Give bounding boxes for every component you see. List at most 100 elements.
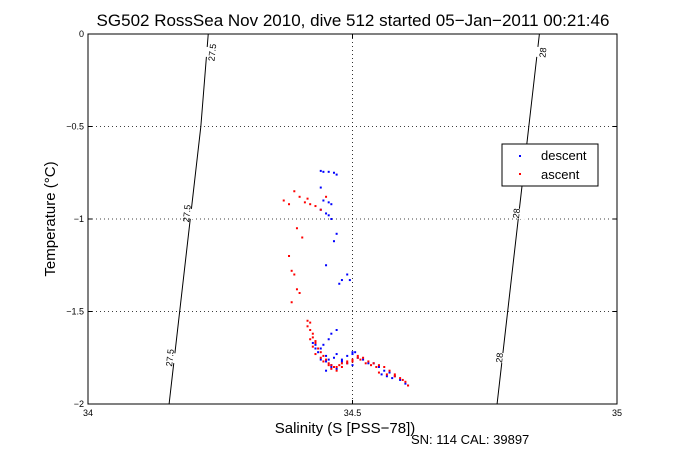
x-tick-label: 35: [612, 408, 622, 418]
point-descent: [314, 343, 317, 346]
point-descent: [383, 369, 386, 372]
point-descent: [314, 347, 317, 350]
point-descent: [325, 212, 328, 215]
point-ascent: [290, 301, 293, 304]
contour-label: 27.5: [206, 43, 218, 61]
contour-label-gap: [202, 46, 222, 59]
point-descent: [325, 354, 328, 357]
legend-box: [501, 143, 599, 187]
point-descent: [346, 273, 349, 276]
y-tick-label: −2: [74, 399, 84, 409]
point-ascent: [332, 366, 335, 368]
contour-label-gap: [490, 351, 510, 364]
point-ascent: [298, 292, 301, 294]
point-descent: [380, 373, 383, 376]
contour-label-gap: [533, 46, 553, 59]
point-descent: [338, 282, 341, 285]
point-ascent: [298, 195, 301, 198]
point-ascent: [309, 321, 312, 324]
point-descent: [404, 382, 407, 385]
point-descent: [391, 377, 394, 380]
point-descent: [327, 358, 330, 361]
point-ascent: [288, 255, 291, 257]
point-descent: [340, 279, 343, 282]
point-descent: [327, 338, 330, 341]
point-ascent: [346, 362, 349, 365]
point-descent: [330, 366, 333, 368]
point-descent: [367, 362, 370, 365]
point-ascent: [322, 354, 325, 357]
serial-calibration-note: SN: 114 CAL: 39897: [411, 432, 529, 447]
point-descent: [332, 240, 335, 243]
point-descent: [351, 353, 354, 356]
point-descent: [348, 279, 351, 282]
point-descent: [335, 353, 338, 356]
contour-label-gap: [177, 207, 197, 220]
contour-label: 27.5: [181, 204, 193, 222]
axis-ticks: 34 34.5 35 0 −0.5 −1 −1.5 −2: [66, 29, 622, 418]
point-ascent: [370, 364, 373, 367]
y-tick-label: −0.5: [66, 122, 84, 132]
contour-label: 28: [537, 47, 548, 58]
point-ascent: [309, 338, 312, 341]
legend-marker-ascent: [519, 173, 521, 175]
point-ascent: [356, 354, 359, 357]
point-descent: [335, 173, 338, 176]
density-contours: 27.5 27.5 27.5 28 28 28: [160, 33, 553, 405]
point-ascent: [319, 351, 322, 354]
point-descent: [340, 358, 343, 361]
point-ascent: [393, 375, 396, 378]
plot-area: 27.5 27.5 27.5 28 28 28 34 34.5 35 0 −0.5 −1 −1.5 −2…: [66, 29, 622, 418]
point-descent: [385, 375, 388, 378]
point-ascent: [282, 199, 285, 202]
point-ascent: [303, 201, 306, 204]
contour-line-27-5: [168, 33, 209, 405]
point-descent: [351, 364, 354, 367]
point-ascent: [375, 366, 378, 368]
contour-label: 28: [494, 352, 505, 363]
point-ascent: [377, 371, 380, 374]
point-descent: [319, 169, 322, 172]
point-descent: [325, 360, 328, 363]
point-ascent: [340, 366, 343, 368]
contour-label-gap: [506, 207, 526, 220]
point-ascent: [393, 373, 396, 376]
point-ascent: [306, 319, 309, 322]
point-ascent: [306, 325, 309, 328]
point-ascent: [325, 358, 328, 361]
point-ascent: [367, 360, 370, 363]
point-ascent: [351, 360, 354, 363]
legend-label-descent: descent: [541, 148, 587, 163]
point-ascent: [385, 373, 388, 376]
point-ascent: [319, 356, 322, 359]
point-descent: [322, 343, 325, 346]
legend-marker-descent: [519, 155, 521, 157]
contour-line-28: [496, 33, 540, 405]
point-descent: [327, 170, 330, 173]
point-ascent: [325, 195, 328, 198]
point-descent: [362, 358, 365, 361]
point-descent: [335, 329, 338, 331]
point-descent: [322, 199, 325, 202]
point-ascent: [314, 205, 317, 208]
point-ascent: [346, 360, 349, 363]
point-ascent: [356, 356, 359, 359]
y-tick-label: −1.5: [66, 307, 84, 317]
point-descent: [330, 332, 333, 335]
point-ascent: [383, 366, 386, 368]
point-ascent: [317, 347, 320, 350]
x-tick-label: 34: [83, 408, 93, 418]
point-ascent: [314, 341, 317, 344]
point-ascent: [330, 364, 333, 367]
point-ascent: [311, 332, 314, 335]
point-ascent: [293, 190, 296, 193]
point-ascent: [288, 203, 291, 206]
point-ascent: [338, 364, 341, 367]
point-ascent: [364, 362, 367, 365]
point-ascent: [306, 197, 309, 200]
point-descent: [319, 347, 322, 350]
data-points: [282, 169, 410, 387]
point-descent: [322, 170, 325, 173]
point-ascent: [359, 358, 362, 361]
